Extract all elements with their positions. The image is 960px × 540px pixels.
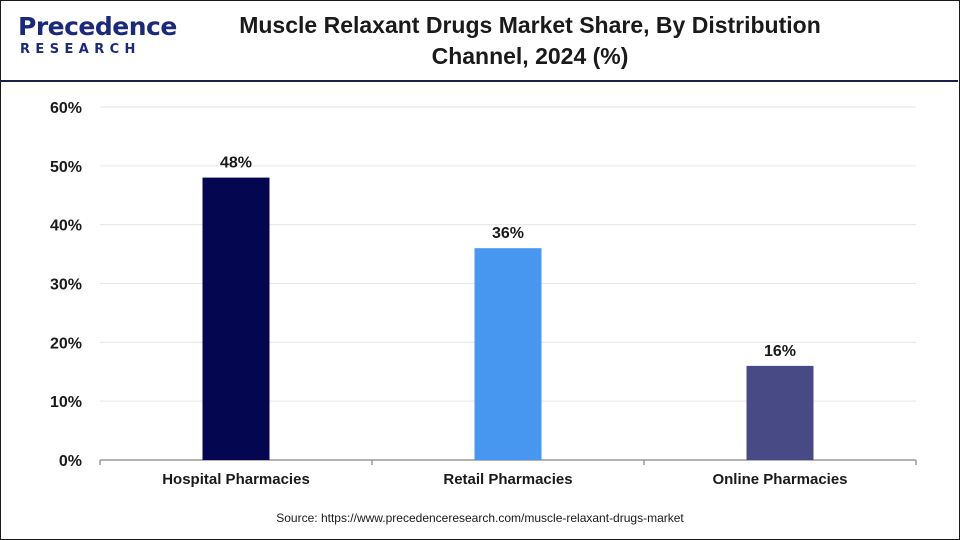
bar <box>202 177 270 460</box>
logo-sub: RESEARCH <box>20 42 141 57</box>
brand-logo: Precedence RESEARCH <box>18 12 177 62</box>
y-tick-label: 30% <box>50 277 82 294</box>
data-label: 16% <box>764 343 796 360</box>
bar <box>746 365 814 460</box>
source-note: Source: https://www.precedenceresearch.c… <box>276 511 684 525</box>
chart-title-line-1: Muscle Relaxant Drugs Market Share, By D… <box>239 12 821 38</box>
y-tick-label: 50% <box>50 159 82 176</box>
y-tick-label: 40% <box>50 218 82 235</box>
y-tick-label: 20% <box>50 335 82 352</box>
logo-name: Precedence <box>18 12 177 41</box>
chart-title: Muscle Relaxant Drugs Market Share, By D… <box>200 10 860 72</box>
y-tick-label: 10% <box>50 394 82 411</box>
data-label: 36% <box>492 225 524 242</box>
y-tick-label: 60% <box>50 100 82 117</box>
header: Precedence RESEARCH Muscle Relaxant Drug… <box>0 0 958 82</box>
x-tick-label: Online Pharmacies <box>712 471 847 488</box>
data-label: 48% <box>220 155 252 172</box>
bar <box>474 248 542 460</box>
y-tick-label: 0% <box>59 453 82 470</box>
x-tick-label: Retail Pharmacies <box>443 471 572 488</box>
chart-title-line-2: Channel, 2024 (%) <box>431 43 629 69</box>
x-tick-label: Hospital Pharmacies <box>162 471 310 488</box>
